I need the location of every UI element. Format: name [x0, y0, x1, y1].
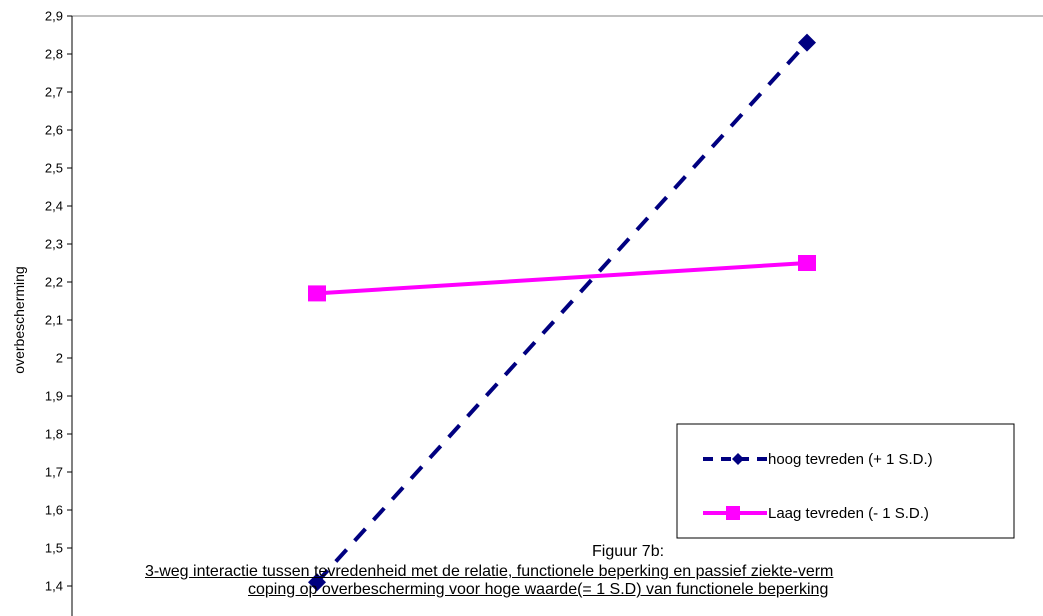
data-point-square — [308, 285, 326, 302]
y-tick-label: 1,6 — [45, 503, 63, 518]
caption-title: Figuur 7b: — [592, 543, 665, 560]
y-tick-label: 2,3 — [45, 237, 63, 252]
y-tick-label: 2,5 — [45, 161, 63, 176]
y-tick-label: 2,6 — [45, 123, 63, 138]
y-tick-label: 2 — [56, 351, 63, 366]
series-layer — [308, 33, 816, 592]
y-tick-label: 2,2 — [45, 275, 63, 290]
y-tick-label: 1,5 — [45, 541, 63, 556]
legend-label: hoog tevreden (+ 1 S.D.) — [768, 451, 933, 468]
data-point-square — [798, 255, 816, 271]
y-tick-label: 2,8 — [45, 47, 63, 62]
legend-entry-2: Laag tevreden (- 1 S.D.) — [703, 505, 929, 522]
y-tick-label: 1,9 — [45, 389, 63, 404]
data-point-diamond — [798, 33, 816, 52]
legend-label: Laag tevreden (- 1 S.D.) — [768, 505, 929, 522]
legend-entry-1: hoog tevreden (+ 1 S.D.) — [703, 451, 933, 468]
legend-marker-diamond — [732, 453, 744, 465]
y-tick-label: 1,8 — [45, 427, 63, 442]
y-tick-label: 2,7 — [45, 85, 63, 100]
y-tick-label: 1,7 — [45, 465, 63, 480]
y-ticks: 1,31,41,51,61,71,81,922,12,22,32,42,52,6… — [45, 9, 72, 594]
caption-line-2: coping op overbescherming voor hoge waar… — [248, 581, 829, 598]
legend: hoog tevreden (+ 1 S.D.) Laag tevreden (-… — [676, 423, 1015, 539]
data-point-diamond — [308, 573, 326, 592]
y-tick-label: 1,4 — [45, 579, 63, 594]
series-1 — [308, 33, 816, 592]
series-2 — [308, 255, 816, 302]
y-tick-label: 2,4 — [45, 199, 63, 214]
y-tick-label: 2,9 — [45, 9, 63, 24]
y-tick-label: 2,1 — [45, 313, 63, 328]
legend-marker-square — [726, 506, 740, 520]
caption-line-1: 3-weg interactie tussen tevredenheid met… — [145, 563, 834, 580]
series-line — [315, 41, 809, 584]
y-axis-title: overbescherming — [11, 266, 27, 373]
series-line — [316, 261, 808, 296]
